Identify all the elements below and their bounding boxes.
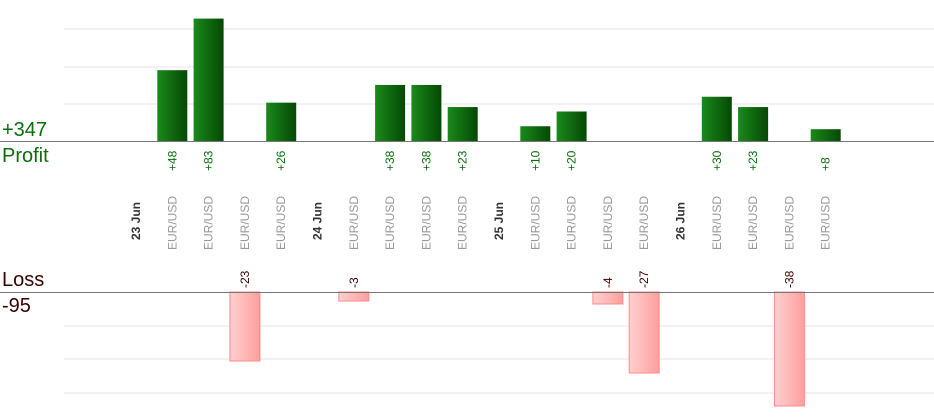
profit-value-label: +30: [710, 150, 724, 171]
loss-value-label: -3: [347, 277, 361, 288]
bars: [157, 18, 841, 407]
profit-value-label: +23: [746, 150, 760, 171]
profit-value-label: +48: [165, 150, 179, 171]
profit-value-label: +20: [565, 150, 579, 171]
pair-label: EUR/USD: [601, 196, 615, 250]
loss-bar: [628, 291, 660, 374]
profit-value-label: +38: [383, 150, 397, 171]
profit-total: +347: [2, 119, 48, 141]
pair-label: EUR/USD: [274, 196, 288, 250]
loss-bar: [338, 291, 370, 302]
profit-value-label: +26: [274, 150, 288, 171]
pair-label: EUR/USD: [238, 196, 252, 250]
loss-value-label: -23: [238, 270, 252, 288]
profit-value-label: +38: [419, 150, 433, 171]
profit-value-label: +8: [819, 157, 833, 171]
loss-value-label: -27: [637, 270, 651, 288]
pair-label: EUR/USD: [565, 196, 579, 250]
pair-label: EUR/USD: [347, 196, 361, 250]
loss-value-label: -4: [601, 277, 615, 288]
loss-bar: [773, 291, 805, 407]
profit-bar: [411, 84, 442, 141]
loss-bar: [229, 291, 261, 362]
bar-labels: 23 Jun EUR/USD +48 EUR/USD +83 EUR/USD -23 EUR/…: [129, 150, 833, 288]
loss-total: -95: [2, 295, 31, 317]
profit-bar: [556, 111, 587, 141]
loss-label: Loss: [2, 269, 45, 291]
profit-bar: [810, 129, 841, 141]
date-label: 23 Jun: [129, 202, 143, 240]
date-label: 25 Jun: [492, 202, 506, 240]
pair-label: EUR/USD: [165, 196, 179, 250]
date-label: 24 Jun: [311, 202, 325, 240]
axes: [0, 141, 934, 293]
pair-label: EUR/USD: [456, 196, 470, 250]
profit-value-label: +83: [202, 150, 216, 171]
profit-value-label: +10: [528, 150, 542, 171]
pair-label: EUR/USD: [637, 196, 651, 250]
profit-bar: [520, 126, 551, 141]
pair-label: EUR/USD: [746, 196, 760, 250]
loss-bar: [592, 291, 624, 305]
pair-label: EUR/USD: [419, 196, 433, 250]
pair-label: EUR/USD: [710, 196, 724, 250]
profit-label: Profit: [2, 145, 49, 167]
profit-bar: [157, 70, 188, 141]
pair-label: EUR/USD: [202, 196, 216, 250]
profit-bar: [193, 18, 224, 142]
profit-bar: [447, 107, 478, 141]
pair-label: EUR/USD: [528, 196, 542, 250]
pair-label: EUR/USD: [383, 196, 397, 250]
date-label: 26 Jun: [674, 202, 688, 240]
loss-value-label: -38: [782, 270, 796, 288]
profit-value-label: +23: [456, 150, 470, 171]
profit-bar: [701, 96, 732, 141]
profit-bar: [738, 107, 769, 141]
profit-bar: [375, 84, 406, 141]
pair-label: EUR/USD: [819, 196, 833, 250]
pair-label: EUR/USD: [782, 196, 796, 250]
profit-bar: [266, 102, 297, 141]
